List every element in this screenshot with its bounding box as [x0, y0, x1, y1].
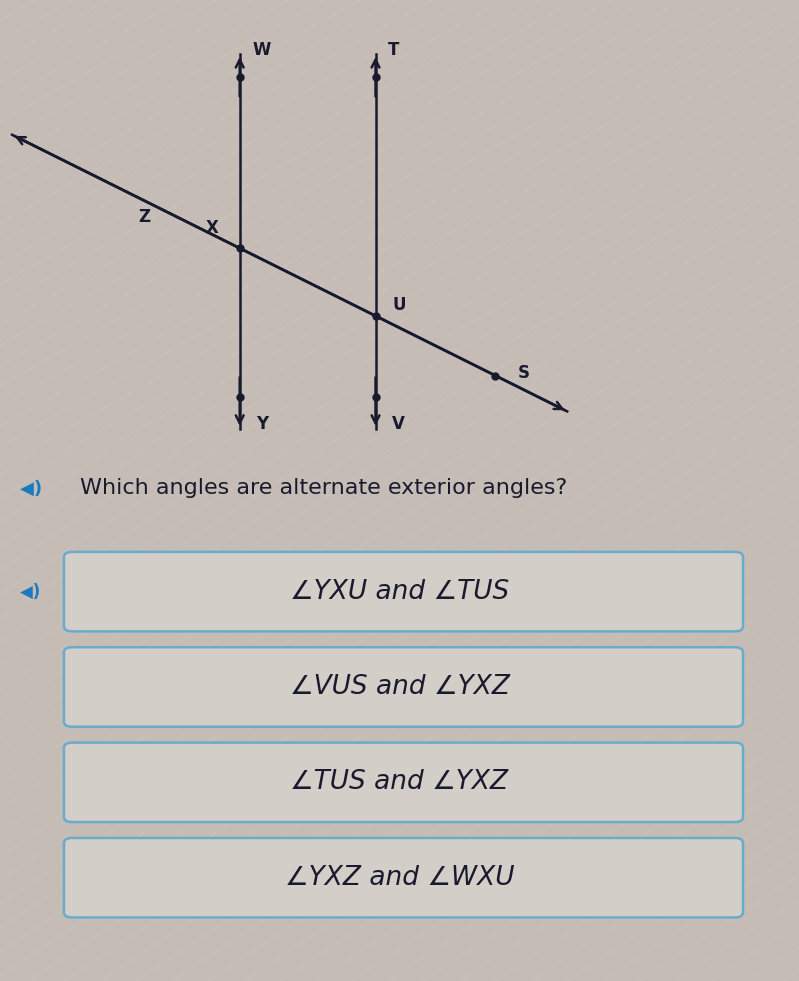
Text: ◀︎): ◀︎)	[20, 583, 40, 600]
Text: ∠VUS and ∠YXZ: ∠VUS and ∠YXZ	[289, 674, 510, 700]
Text: S: S	[517, 364, 529, 383]
Text: T: T	[388, 40, 399, 59]
Text: ∠TUS and ∠YXZ: ∠TUS and ∠YXZ	[291, 769, 508, 796]
Text: V: V	[392, 415, 404, 434]
Text: Z: Z	[137, 208, 150, 226]
Text: ∠YXZ and ∠WXU: ∠YXZ and ∠WXU	[284, 864, 515, 891]
Text: Which angles are alternate exterior angles?: Which angles are alternate exterior angl…	[80, 479, 567, 498]
Text: W: W	[253, 40, 271, 59]
FancyBboxPatch shape	[64, 647, 743, 727]
Text: ∠YXU and ∠TUS: ∠YXU and ∠TUS	[290, 579, 509, 604]
Text: Y: Y	[256, 415, 268, 434]
FancyBboxPatch shape	[64, 838, 743, 917]
Text: ◀︎): ◀︎)	[20, 480, 42, 497]
Text: X: X	[205, 219, 218, 236]
FancyBboxPatch shape	[64, 743, 743, 822]
FancyBboxPatch shape	[64, 552, 743, 632]
Text: U: U	[393, 295, 406, 314]
